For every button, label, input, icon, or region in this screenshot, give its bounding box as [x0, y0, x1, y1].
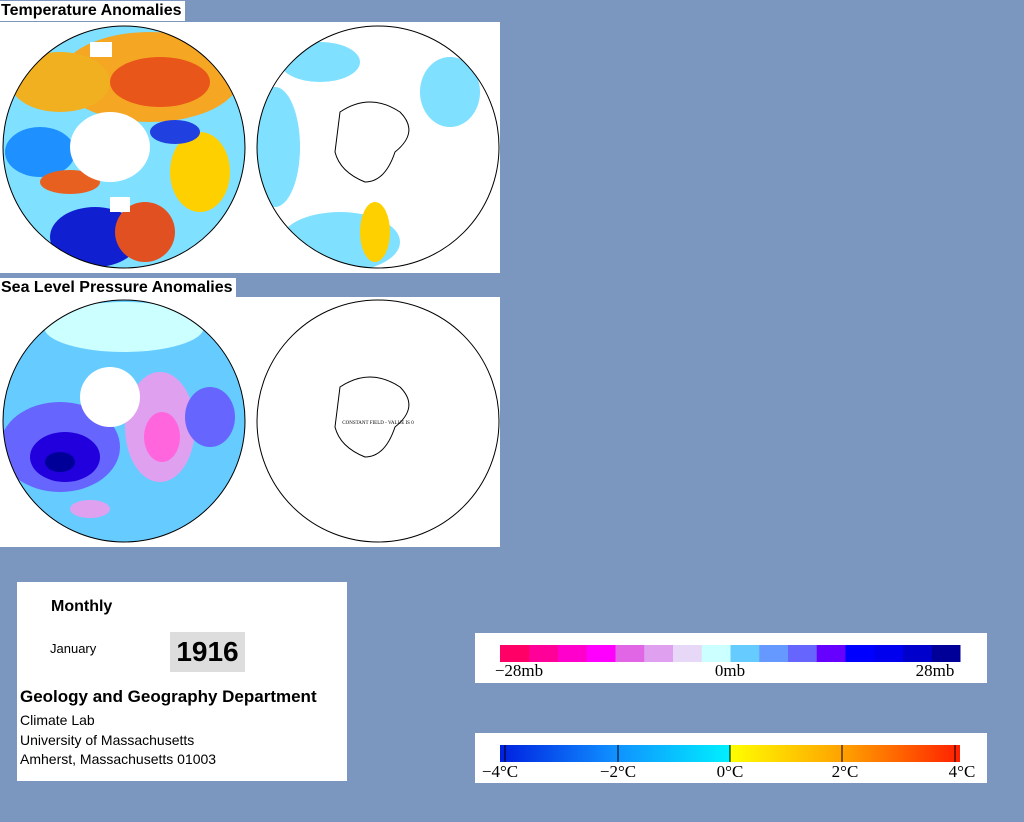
legend-label: −2°C — [600, 762, 636, 781]
address-line: Climate Lab — [20, 712, 95, 728]
legend-label: 4°C — [949, 762, 976, 781]
colorbar-segment — [787, 645, 817, 662]
temperature-south-map — [257, 26, 499, 268]
pressure-north-map — [3, 300, 245, 542]
colorbar-segment — [615, 645, 645, 662]
map-note: CONSTANT FIELD - VALUE IS 0 — [342, 421, 414, 426]
colorbar-segment — [730, 645, 760, 662]
temperature-maps — [0, 22, 500, 273]
colorbar-segment — [500, 645, 530, 662]
temperature-north-map — [3, 26, 245, 268]
legend-label: −28mb — [495, 661, 543, 680]
info-panel: Monthly January 1916 Geology and Geograp… — [17, 582, 347, 781]
colorbar-segment — [873, 645, 903, 662]
month: January — [50, 641, 97, 656]
pressure-title: Sea Level Pressure Anomalies — [0, 278, 236, 298]
colorbar-segment — [643, 645, 673, 662]
pressure-legend: −28mb 0mb 28mb — [475, 633, 987, 683]
address-line: Amherst, Massachusetts 01003 — [20, 751, 217, 767]
legend-label: 0mb — [715, 661, 745, 680]
period: Monthly — [51, 598, 113, 615]
legend-label: 2°C — [832, 762, 859, 781]
legend-label: −4°C — [482, 762, 518, 781]
address-line: University of Massachusetts — [20, 732, 195, 748]
temperature-title: Temperature Anomalies — [0, 1, 185, 21]
colorbar-segment — [902, 645, 932, 662]
colorbar-segment — [701, 645, 731, 662]
temperature-legend: −4°C −2°C 0°C 2°C 4°C — [475, 733, 987, 783]
colorbar-segment — [557, 645, 587, 662]
colorbar-segment — [931, 645, 961, 662]
colorbar-segment — [586, 645, 616, 662]
colorbar-segment — [816, 645, 846, 662]
legend-label: 28mb — [916, 661, 955, 680]
department: Geology and Geography Department — [20, 687, 317, 706]
legend-label: 0°C — [717, 762, 744, 781]
colorbar-segment — [758, 645, 788, 662]
colorbar-segment — [845, 645, 875, 662]
year: 1916 — [170, 632, 245, 672]
colorbar-segment — [672, 645, 702, 662]
pressure-maps: CONSTANT FIELD - VALUE IS 0 — [0, 297, 500, 547]
colorbar-segment — [528, 645, 558, 662]
